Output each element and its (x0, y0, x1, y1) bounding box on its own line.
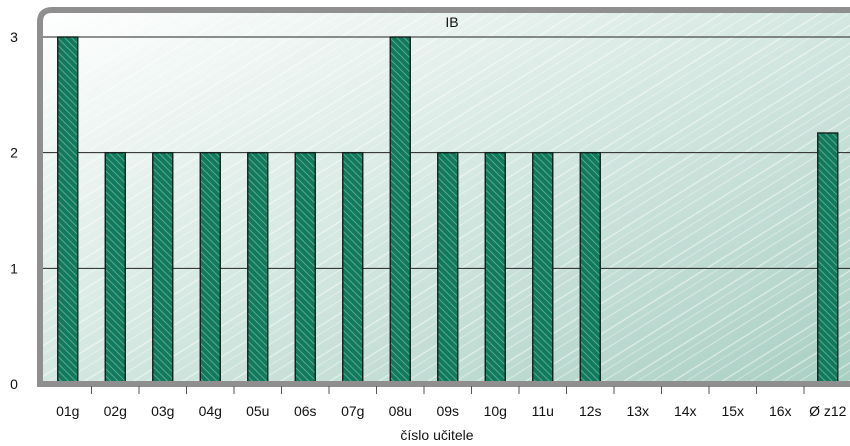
x-tick-label: 14x (674, 403, 697, 419)
bar-03g (152, 151, 174, 385)
chart-title: IB (445, 14, 458, 30)
x-axis-tick-labels: 01g 02g 03g 04g 05u 06s 07g 08u 09s 10g 11u 12s 13x 1… (56, 403, 847, 419)
bar-02g (104, 151, 126, 385)
x-tick-label: 16x (769, 403, 792, 419)
bar-12s (579, 151, 601, 385)
x-axis-ticks (91, 386, 805, 394)
bar-10g (484, 151, 506, 385)
x-tick-label: 07g (341, 403, 364, 419)
x-tick-label: 09s (436, 403, 459, 419)
bar-05u (247, 151, 269, 385)
bar-08u (389, 36, 411, 385)
x-tick-label: 02g (104, 403, 127, 419)
x-tick-label: 06s (294, 403, 317, 419)
x-tick-label: 12s (579, 403, 602, 419)
x-tick-label: 04g (199, 403, 222, 419)
y-axis-tick-labels: 0 1 2 3 (10, 29, 18, 392)
x-axis-title: číslo učitele (400, 427, 473, 443)
bar-07g (342, 151, 364, 385)
x-tick-label: 15x (721, 403, 744, 419)
x-tick-label: 11u (532, 403, 554, 419)
y-tick-label: 3 (10, 29, 18, 45)
x-tick-label: Ø z12 (809, 403, 847, 419)
x-tick-label: 08u (389, 403, 412, 419)
x-tick-label: 13x (626, 403, 649, 419)
x-tick-label: 03g (151, 403, 174, 419)
x-tick-label: 05u (246, 403, 269, 419)
y-tick-label: 2 (10, 145, 18, 161)
bar-01g (57, 36, 79, 385)
bar-09s (437, 151, 459, 385)
bars-group (57, 36, 839, 385)
bar-06s (294, 151, 316, 385)
x-tick-label: 10g (484, 403, 507, 419)
y-tick-label: 0 (10, 376, 18, 392)
bar-04g (199, 151, 221, 385)
bar-11u (532, 151, 554, 385)
x-tick-label: 01g (56, 403, 79, 419)
bar-z12 (817, 132, 839, 385)
plot-frame (37, 7, 850, 387)
y-tick-label: 1 (10, 260, 18, 276)
